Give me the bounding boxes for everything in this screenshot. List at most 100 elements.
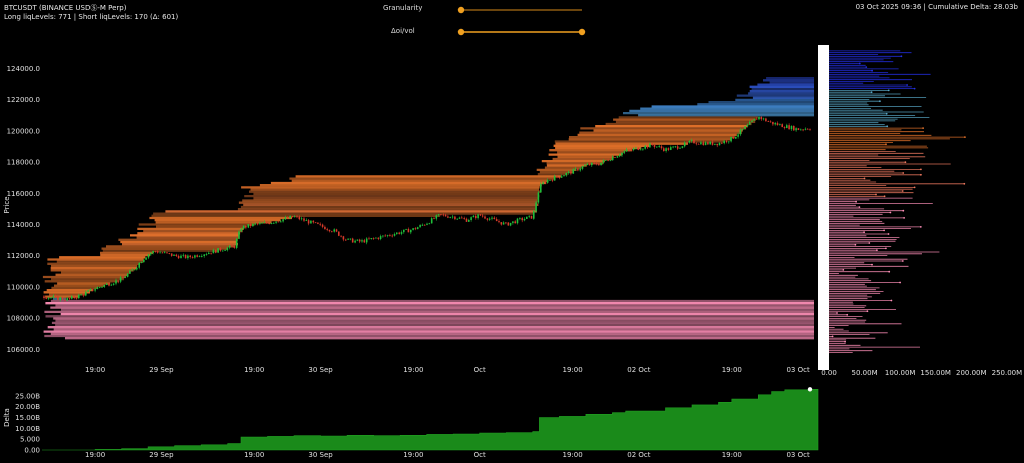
candle-body (804, 128, 807, 130)
candle-body (423, 224, 426, 226)
candle-body (208, 252, 210, 254)
candle-body (486, 218, 489, 220)
oivol-slider-max-handle[interactable] (578, 28, 586, 36)
candle-body (94, 289, 96, 291)
candle-body (618, 155, 621, 157)
candle-body (226, 247, 229, 251)
candle-body (268, 223, 270, 224)
candle-body (103, 285, 106, 287)
profile-marker (902, 209, 905, 212)
candle-body (354, 240, 356, 243)
price-tick-label: 106000.0 (7, 346, 40, 354)
candle-body (430, 218, 433, 224)
candle-body (758, 116, 760, 120)
candle-body (163, 252, 166, 254)
candle-body (755, 118, 758, 120)
candle-body (307, 220, 310, 224)
granularity-slider-handle[interactable] (457, 6, 465, 14)
price-tick-label: 120000.0 (7, 127, 40, 135)
candle-body (609, 160, 612, 162)
candle-body (242, 225, 245, 229)
profile-marker (870, 91, 873, 94)
candle-body (180, 255, 182, 259)
profile-divider (818, 45, 829, 370)
candle-body (746, 124, 749, 127)
candle-body (676, 146, 679, 149)
candle-body (516, 218, 519, 224)
candle-body (505, 222, 507, 224)
profile-marker (922, 127, 924, 129)
candle-body (324, 226, 326, 230)
candle-body (416, 227, 419, 230)
profile-marker (883, 195, 886, 198)
candle-body (465, 218, 468, 222)
price-tick-label: 110000.0 (7, 284, 40, 292)
candle-body (166, 252, 168, 254)
candle-body (284, 217, 287, 220)
candle-body (491, 217, 493, 219)
liquidation-profile-bars: 0.00 50.00M 100.00M 150.00M 200.00M 250.00M (818, 45, 1022, 377)
candle-body (85, 291, 87, 296)
candle-body (351, 238, 354, 243)
candle-body (683, 142, 686, 147)
candle-body (89, 289, 92, 291)
candle-body (321, 224, 324, 227)
candle-body (187, 255, 189, 259)
candle-body (64, 299, 66, 301)
candle-body (574, 168, 577, 170)
candle-body (725, 140, 728, 143)
candle-body (542, 182, 544, 185)
candle-body (572, 169, 575, 174)
candle-body (391, 235, 393, 237)
candle-body (500, 222, 503, 225)
candle-body (481, 215, 484, 217)
price-tick-label: 116000.0 (7, 190, 40, 198)
profile-marker (846, 313, 849, 316)
candle-body (159, 252, 161, 254)
candle-body (514, 221, 516, 224)
candle-body (656, 146, 658, 148)
candle-body (112, 283, 115, 285)
candle-body (331, 231, 333, 233)
oivol-label: Δoi/vol (391, 27, 415, 35)
candle-body (488, 218, 491, 220)
candle-body (347, 238, 349, 240)
time-tick-label: 19:00 (403, 366, 423, 374)
profile-marker (902, 172, 905, 174)
candle-body (769, 121, 772, 123)
candle-body (310, 220, 312, 224)
candle-body (495, 219, 498, 222)
candle-body (802, 129, 804, 131)
candle-body (605, 160, 607, 161)
candle-body (714, 143, 716, 145)
candle-body (140, 262, 143, 263)
candle-body (43, 296, 45, 298)
candle-body (744, 126, 746, 129)
candle-body (509, 222, 512, 226)
profile-marker (890, 299, 893, 302)
candle-body (266, 222, 268, 224)
candle-body (328, 229, 331, 232)
candle-body (175, 254, 178, 256)
time-tick-label: 29 Sep (149, 366, 174, 374)
candle-body (709, 141, 711, 145)
candle-body (595, 163, 598, 165)
candle-body (150, 253, 152, 255)
candle-body (277, 221, 280, 223)
candle-body (133, 269, 136, 271)
oivol-slider-min-handle[interactable] (457, 28, 465, 36)
candle-body (184, 254, 187, 259)
candle-body (289, 216, 291, 219)
candle-body (370, 238, 373, 239)
profile-marker (887, 233, 890, 235)
candle-body (233, 246, 236, 248)
candle-body (477, 214, 479, 219)
candle-body (558, 177, 561, 178)
candle-body (275, 221, 277, 223)
candle-body (790, 126, 793, 130)
candle-body (405, 229, 407, 230)
candle-body (681, 146, 684, 148)
profile-marker (901, 190, 904, 192)
time-tick-label: 19:00 (85, 366, 105, 374)
candle-body (735, 136, 737, 139)
